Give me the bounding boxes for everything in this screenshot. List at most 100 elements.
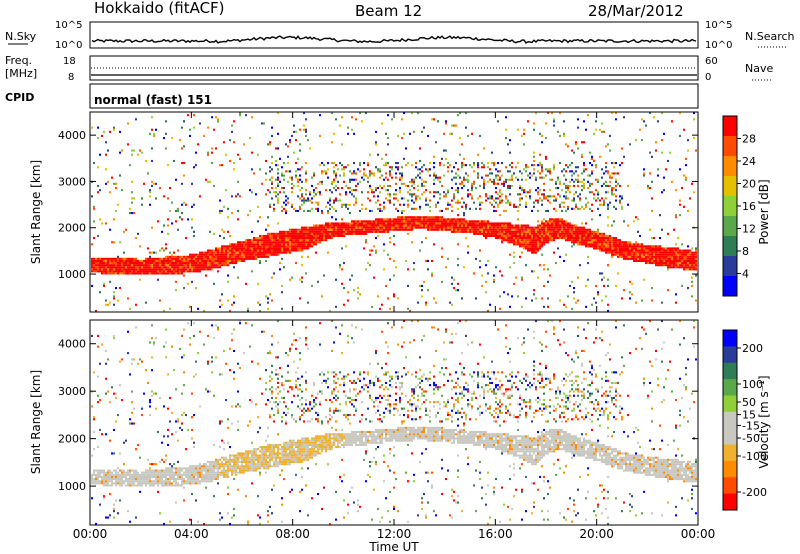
power-cell xyxy=(283,230,285,233)
power-cell xyxy=(495,222,497,225)
power-cell xyxy=(309,245,311,248)
power-cell xyxy=(533,155,535,158)
power-cell xyxy=(599,247,601,250)
power-cell xyxy=(373,222,375,225)
power-cell xyxy=(193,126,195,129)
power-cell xyxy=(159,249,161,252)
power-cell xyxy=(665,262,667,265)
velocity-cell xyxy=(145,471,147,474)
power-cell xyxy=(345,184,347,187)
power-cell xyxy=(551,195,553,198)
power-cell xyxy=(465,228,467,231)
power-cell xyxy=(483,224,485,227)
power-cell xyxy=(671,251,673,254)
power-cell xyxy=(345,193,347,196)
power-cell xyxy=(173,266,175,269)
power-cell xyxy=(477,224,479,227)
power-cell xyxy=(281,239,283,242)
power-cell xyxy=(107,264,109,267)
velocity-cell xyxy=(163,480,165,483)
power-cell xyxy=(203,266,205,269)
power-cell xyxy=(373,195,375,198)
velocity-cell xyxy=(109,478,111,481)
power-cell xyxy=(677,262,679,265)
power-cell xyxy=(673,259,675,262)
power-cell xyxy=(571,178,573,181)
power-cell xyxy=(157,272,159,275)
power-cell xyxy=(451,218,453,221)
power-cell xyxy=(291,247,293,250)
power-cell xyxy=(603,241,605,244)
power-cell xyxy=(593,132,595,135)
power-cell xyxy=(625,249,627,252)
velocity-cell xyxy=(93,471,95,474)
power-cell xyxy=(433,224,435,227)
power-cell xyxy=(167,232,169,235)
power-cell xyxy=(273,251,275,254)
velocity-cell xyxy=(149,467,151,470)
power-cell xyxy=(311,197,313,200)
power-cell xyxy=(585,205,587,208)
power-cell xyxy=(417,301,419,304)
power-cell xyxy=(149,195,151,198)
power-cell xyxy=(405,218,407,221)
power-cell xyxy=(247,257,249,260)
power-cell xyxy=(519,239,521,242)
power-cell xyxy=(217,257,219,260)
power-cell xyxy=(635,251,637,254)
velocity-cell xyxy=(99,482,101,485)
power-cell xyxy=(127,266,129,269)
power-cell xyxy=(659,214,661,217)
power-cell xyxy=(515,230,517,233)
power-cell xyxy=(607,237,609,240)
power-cell xyxy=(467,230,469,233)
power-cell xyxy=(299,205,301,208)
power-cell xyxy=(687,257,689,260)
power-cell xyxy=(547,195,549,198)
power-cell xyxy=(553,224,555,227)
power-cell xyxy=(591,172,593,175)
power-cell xyxy=(617,243,619,246)
velocity-cell xyxy=(157,475,159,478)
power-cell xyxy=(379,226,381,229)
power-cell xyxy=(641,253,643,256)
power-cell xyxy=(465,172,467,175)
power-cell xyxy=(395,266,397,269)
power-cell xyxy=(557,130,559,133)
power-cell xyxy=(267,216,269,219)
power-cell xyxy=(607,251,609,254)
power-cell xyxy=(299,243,301,246)
power-cell xyxy=(177,270,179,273)
velocity-cell xyxy=(91,473,93,476)
power-cell xyxy=(217,270,219,273)
power-cell xyxy=(567,187,569,190)
velocity-cell xyxy=(155,480,157,483)
velocity-cell xyxy=(129,482,131,485)
power-cell xyxy=(313,232,315,235)
power-cell xyxy=(399,228,401,231)
power-cell xyxy=(351,230,353,233)
power-cell xyxy=(271,253,273,256)
power-cell xyxy=(245,251,247,254)
power-cell xyxy=(435,176,437,179)
power-cell xyxy=(567,237,569,240)
power-cell xyxy=(189,270,191,273)
power-cell xyxy=(613,253,615,256)
power-cell xyxy=(571,226,573,229)
power-cell xyxy=(499,199,501,202)
power-cell xyxy=(309,226,311,229)
power-cell xyxy=(559,195,561,198)
power-cell xyxy=(525,247,527,250)
power-cell xyxy=(675,257,677,260)
power-cell xyxy=(319,232,321,235)
power-cell xyxy=(549,230,551,233)
power-cell xyxy=(487,174,489,177)
power-cell xyxy=(467,224,469,227)
power-cell xyxy=(475,207,477,210)
power-cell xyxy=(485,226,487,229)
power-cell xyxy=(637,218,639,221)
power-cell xyxy=(519,228,521,231)
power-cell xyxy=(509,228,511,231)
power-cell xyxy=(385,230,387,233)
power-cell xyxy=(301,230,303,233)
